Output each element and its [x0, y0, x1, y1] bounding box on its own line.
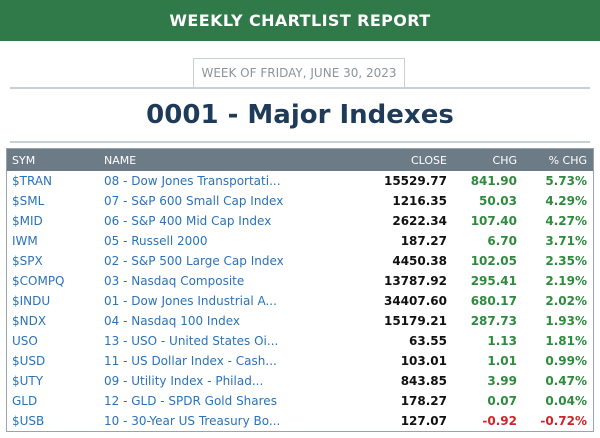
- table-row[interactable]: $SPX 02 - S&P 500 Large Cap Index 4450.38 1…: [7, 251, 593, 271]
- column-header-pct-chg[interactable]: % CHG: [548, 153, 587, 167]
- close-value: 187.27: [400, 234, 447, 248]
- percent-change-value: 0.99%: [545, 354, 587, 368]
- change-value: 287.73: [470, 314, 517, 328]
- column-header-sym[interactable]: SYM: [12, 153, 36, 167]
- divider-top: [10, 87, 590, 89]
- close-value: 15529.77: [383, 174, 447, 188]
- symbol-link[interactable]: USO: [12, 334, 38, 348]
- change-value: 295.41: [470, 274, 517, 288]
- change-value: 1.01: [487, 354, 517, 368]
- page-title: 0001 - Major Indexes: [146, 100, 454, 130]
- percent-change-value: 0.04%: [545, 394, 587, 408]
- symbol-link[interactable]: $INDU: [12, 294, 51, 308]
- symbol-link[interactable]: $SML: [12, 194, 45, 208]
- close-value: 15179.21: [383, 314, 447, 328]
- close-value: 843.85: [400, 374, 447, 388]
- percent-change-value: 3.71%: [545, 234, 587, 248]
- percent-change-value: -0.72%: [540, 414, 587, 428]
- table-row[interactable]: $UTY 09 - Utility Index - Philad... 843.85…: [7, 371, 593, 391]
- banner-title: WEEKLY CHARTLIST REPORT: [169, 11, 431, 30]
- symbol-link[interactable]: $UTY: [12, 374, 44, 388]
- week-label-text: WEEK OF FRIDAY, JUNE 30, 2023: [201, 66, 397, 80]
- change-value: 1.13: [487, 334, 517, 348]
- chart-name-link[interactable]: 06 - S&P 400 Mid Cap Index: [104, 214, 272, 228]
- table-row[interactable]: $INDU 01 - Dow Jones Industrial A... 34407…: [7, 291, 593, 311]
- column-header-close[interactable]: CLOSE: [410, 153, 447, 167]
- divider-bottom: [10, 141, 590, 143]
- chart-name-link[interactable]: 10 - 30-Year US Treasury Bo...: [104, 414, 281, 428]
- table-row[interactable]: $MID 06 - S&P 400 Mid Cap Index 2622.34 107…: [7, 211, 593, 231]
- percent-change-value: 4.29%: [545, 194, 587, 208]
- table-row[interactable]: $NDX 04 - Nasdaq 100 Index 15179.21 287.73 1…: [7, 311, 593, 331]
- chart-name-link[interactable]: 07 - S&P 600 Small Cap Index: [104, 194, 284, 208]
- percent-change-value: 2.35%: [545, 254, 587, 268]
- chart-name-link[interactable]: 04 - Nasdaq 100 Index: [104, 314, 240, 328]
- close-value: 34407.60: [383, 294, 447, 308]
- change-value: -0.92: [482, 414, 517, 428]
- symbol-link[interactable]: $NDX: [12, 314, 47, 328]
- index-table: SYM NAME CLOSE CHG % CHG $TRAN 08 - Dow J…: [6, 148, 594, 432]
- close-value: 103.01: [400, 354, 447, 368]
- percent-change-value: 2.02%: [545, 294, 587, 308]
- change-value: 107.40: [470, 214, 517, 228]
- symbol-link[interactable]: $COMPQ: [12, 274, 65, 288]
- close-value: 1216.35: [392, 194, 447, 208]
- change-value: 3.99: [487, 374, 517, 388]
- chart-name-link[interactable]: 09 - Utility Index - Philad...: [104, 374, 264, 388]
- change-value: 102.05: [470, 254, 517, 268]
- close-value: 63.55: [409, 334, 447, 348]
- symbol-link[interactable]: $MID: [12, 214, 43, 228]
- symbol-link[interactable]: GLD: [12, 394, 38, 408]
- chart-name-link[interactable]: 11 - US Dollar Index - Cash...: [104, 354, 277, 368]
- table-row[interactable]: GLD 12 - GLD - SPDR Gold Shares 178.27 0.07…: [7, 391, 593, 411]
- chart-name-link[interactable]: 03 - Nasdaq Composite: [104, 274, 245, 288]
- percent-change-value: 1.81%: [545, 334, 587, 348]
- chart-name-link[interactable]: 05 - Russell 2000: [104, 234, 208, 248]
- table-row[interactable]: $USB 10 - 30-Year US Treasury Bo... 127.07…: [7, 411, 593, 431]
- close-value: 4450.38: [392, 254, 447, 268]
- close-value: 178.27: [400, 394, 447, 408]
- column-header-chg[interactable]: CHG: [492, 153, 517, 167]
- chart-name-link[interactable]: 08 - Dow Jones Transportati...: [104, 174, 281, 188]
- chart-name-link[interactable]: 12 - GLD - SPDR Gold Shares: [104, 394, 277, 408]
- week-label: WEEK OF FRIDAY, JUNE 30, 2023: [193, 58, 405, 87]
- chart-name-link[interactable]: 01 - Dow Jones Industrial A...: [104, 294, 277, 308]
- change-value: 841.90: [470, 174, 517, 188]
- change-value: 50.03: [479, 194, 517, 208]
- table-row[interactable]: $TRAN 08 - Dow Jones Transportati... 15529…: [7, 171, 593, 191]
- percent-change-value: 2.19%: [545, 274, 587, 288]
- close-value: 127.07: [400, 414, 447, 428]
- symbol-link[interactable]: $TRAN: [12, 174, 53, 188]
- table-header: SYM NAME CLOSE CHG % CHG: [7, 149, 593, 171]
- symbol-link[interactable]: $SPX: [12, 254, 43, 268]
- percent-change-value: 1.93%: [545, 314, 587, 328]
- change-value: 0.07: [487, 394, 517, 408]
- table-row[interactable]: USO 13 - USO - United States Oi... 63.55 1.…: [7, 331, 593, 351]
- table-body: $TRAN 08 - Dow Jones Transportati... 15529…: [7, 171, 593, 431]
- change-value: 6.70: [487, 234, 517, 248]
- change-value: 680.17: [470, 294, 517, 308]
- percent-change-value: 4.27%: [545, 214, 587, 228]
- percent-change-value: 5.73%: [545, 174, 587, 188]
- chart-name-link[interactable]: 02 - S&P 500 Large Cap Index: [104, 254, 284, 268]
- symbol-link[interactable]: IWM: [12, 234, 38, 248]
- symbol-link[interactable]: $USD: [12, 354, 46, 368]
- table-row[interactable]: IWM 05 - Russell 2000 187.27 6.70 3.71%: [7, 231, 593, 251]
- table-row[interactable]: $COMPQ 03 - Nasdaq Composite 13787.92 295.4…: [7, 271, 593, 291]
- chart-name-link[interactable]: 13 - USO - United States Oi...: [104, 334, 279, 348]
- column-header-name[interactable]: NAME: [104, 153, 137, 167]
- close-value: 2622.34: [392, 214, 447, 228]
- percent-change-value: 0.47%: [545, 374, 587, 388]
- report-banner: WEEKLY CHARTLIST REPORT: [0, 0, 600, 41]
- table-row[interactable]: $USD 11 - US Dollar Index - Cash... 103.01…: [7, 351, 593, 371]
- symbol-link[interactable]: $USB: [12, 414, 45, 428]
- table-row[interactable]: $SML 07 - S&P 600 Small Cap Index 1216.35 5…: [7, 191, 593, 211]
- close-value: 13787.92: [383, 274, 447, 288]
